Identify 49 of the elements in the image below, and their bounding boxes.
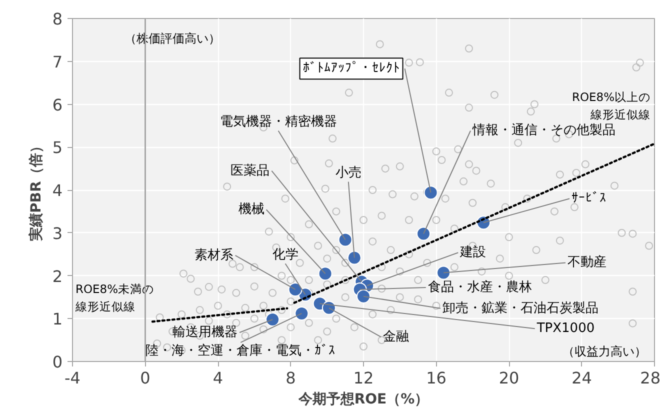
- x-tick-label: -4: [64, 368, 80, 388]
- annotation: 建設: [459, 245, 486, 260]
- x-tick-label: 16: [426, 368, 446, 388]
- annotation: 食品・水産・農林: [428, 278, 532, 295]
- series-label: ROE8%以上の線形近似線: [572, 90, 651, 122]
- x-tick-label: 0: [140, 368, 150, 388]
- annotation: 金融: [382, 329, 409, 344]
- annotation: ｻｰﾋﾞｽ: [572, 191, 607, 206]
- point: [356, 289, 370, 304]
- point: [338, 232, 352, 247]
- annotation: （収益力高い）: [562, 344, 646, 358]
- annotation: 不動産: [568, 254, 607, 270]
- annotation: 陸・海・空運・倉庫・電気・ｶﾞｽ: [146, 342, 336, 358]
- annotation: 医薬品: [230, 163, 270, 178]
- annotation: ﾎﾞﾄﾑｱｯﾌﾟ・ｾﾚｸﾄ: [302, 61, 400, 76]
- y-tick-label: 7: [52, 52, 63, 72]
- x-tick-label: 24: [572, 368, 592, 388]
- point: [318, 266, 332, 281]
- y-tick-label: 3: [52, 224, 63, 243]
- x-tick-label: 8: [286, 368, 296, 388]
- annotation: 情報・通信・その他製品: [472, 123, 616, 138]
- point: [436, 266, 451, 280]
- point: [424, 186, 438, 200]
- point: [266, 312, 280, 326]
- y-tick-label: 4: [52, 181, 63, 200]
- y-tick-label: 1: [52, 310, 63, 329]
- x-tick-label: 12: [353, 368, 374, 388]
- y-tick-label: 5: [52, 138, 63, 158]
- annotation: 小売: [335, 166, 362, 181]
- annotation: 化学: [272, 248, 298, 263]
- annotation: 機械: [238, 202, 264, 218]
- y-axis-title: 実績PBR（倍）: [27, 139, 44, 241]
- x-tick-label: 4: [212, 368, 224, 388]
- x-tick-label: 28: [640, 368, 660, 388]
- x-tick-label: 20: [498, 368, 520, 388]
- point: [416, 226, 431, 241]
- y-tick-label: 2: [52, 266, 63, 286]
- annotation: 素材系: [194, 248, 234, 263]
- point: [288, 282, 302, 296]
- annotation: TPX1000: [536, 321, 595, 336]
- annotation: 輸送用機器: [172, 324, 238, 340]
- annotation: 電気機器・精密機器: [220, 114, 337, 130]
- annotation: 卸売・鉱業・石油石炭製品: [442, 300, 598, 316]
- y-tick-label: 6: [52, 95, 63, 114]
- x-axis-title: 今期予想ROE（%）: [297, 392, 429, 408]
- y-tick-label: 0: [52, 352, 63, 372]
- point: [294, 306, 309, 320]
- point: [347, 250, 362, 265]
- y-tick-label: 8: [52, 10, 63, 28]
